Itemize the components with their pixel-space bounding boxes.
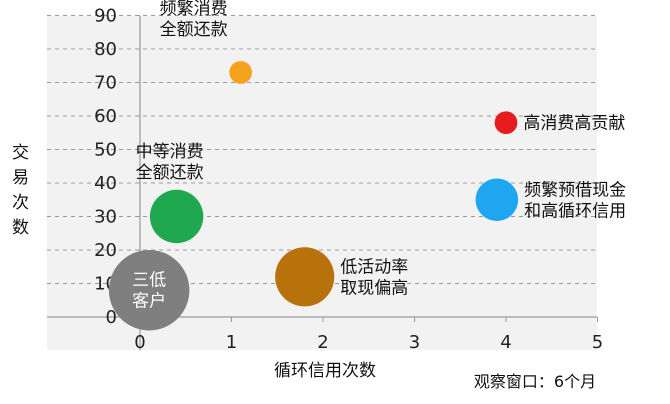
- bubble-中等消费全额还款: [149, 189, 204, 244]
- bubble-高消费高贡献: [494, 111, 518, 135]
- bubble-label-频繁消费全额还款: 频繁消费全额还款: [160, 0, 228, 40]
- bubble-低活动率取现偏高: [275, 247, 335, 307]
- bubble-label-中等消费全额还款: 中等消费全额还款: [136, 142, 204, 183]
- bubble-三低客户: [108, 249, 190, 331]
- y-tick-label: 50: [94, 140, 117, 161]
- y-tick-label: 30: [94, 207, 117, 228]
- x-tick-label: 4: [500, 332, 511, 353]
- x-tick-labels: 0 1 2 3 4 5: [134, 332, 603, 353]
- x-axis-title: 循环信用次数: [274, 361, 376, 381]
- y-tick-label: 20: [94, 240, 117, 261]
- observation-window-note: 观察窗口：6个月: [474, 372, 596, 391]
- y-tick-label: 0: [106, 307, 117, 328]
- y-tick-label: 40: [94, 173, 117, 194]
- y-tick-label: 60: [94, 106, 117, 127]
- x-tick-label: 5: [592, 332, 603, 353]
- bubble-频繁消费全额还款: [229, 61, 253, 84]
- y-tick-label: 80: [94, 39, 117, 60]
- y-tick-label: 90: [94, 6, 117, 27]
- y-axis-title: 交易次数: [12, 143, 29, 238]
- bubble-label-频繁预借现金和高循环信用: 频繁预借现金和高循环信用: [524, 180, 626, 221]
- bubble-label-高消费高贡献: 高消费高贡献: [523, 114, 625, 134]
- x-tick-label: 0: [134, 332, 145, 353]
- bubble-label-低活动率取现偏高: 低活动率取现偏高: [340, 257, 408, 298]
- bubbles: [108, 61, 519, 331]
- x-tick-label: 2: [317, 332, 328, 353]
- bubble-频繁预借现金和高循环信用: [475, 178, 519, 222]
- x-tick-label: 3: [409, 332, 420, 353]
- bubble-label-三低客户: 三低客户: [132, 271, 166, 312]
- x-tick-label: 1: [226, 332, 237, 353]
- y-tick-label: 70: [94, 73, 117, 94]
